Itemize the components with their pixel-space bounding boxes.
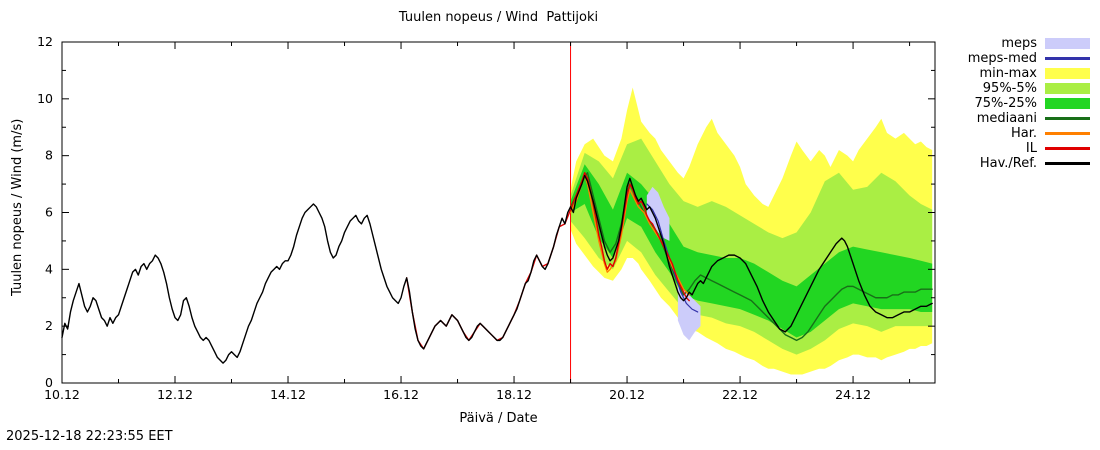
legend-item-75-25-: 75%-25% bbox=[968, 96, 1090, 111]
legend-label: meps bbox=[1001, 36, 1037, 51]
legend-swatch-line bbox=[1045, 147, 1090, 150]
x-tick-label: 24.12 bbox=[835, 387, 871, 402]
y-tick-label: 4 bbox=[45, 261, 53, 276]
chart-title: Tuulen nopeus / Wind Pattijoki bbox=[398, 10, 599, 25]
x-tick-label: 22.12 bbox=[722, 387, 758, 402]
legend-swatch-line bbox=[1045, 117, 1090, 120]
legend-item-meps-med: meps-med bbox=[968, 51, 1090, 66]
band-meps bbox=[646, 186, 670, 241]
legend-item-hav-ref-: Hav./Ref. bbox=[968, 156, 1090, 171]
x-tick-label: 10.12 bbox=[44, 387, 80, 402]
legend-label: min-max bbox=[979, 66, 1037, 81]
y-tick-label: 12 bbox=[37, 34, 53, 49]
x-tick-label: 20.12 bbox=[609, 387, 645, 402]
x-tick-label: 14.12 bbox=[270, 387, 306, 402]
y-tick-label: 10 bbox=[37, 91, 53, 106]
legend-swatch-line bbox=[1045, 132, 1090, 135]
legend-swatch-line bbox=[1045, 57, 1090, 60]
legend-item-min-max: min-max bbox=[968, 66, 1090, 81]
x-tick-label: 16.12 bbox=[383, 387, 419, 402]
y-tick-label: 2 bbox=[45, 318, 53, 333]
legend-item-har-: Har. bbox=[968, 126, 1090, 141]
chart-legend: meps meps-med min-max 95%-5% 75%-25% mediaani… bbox=[968, 36, 1090, 171]
band-75%-25% bbox=[570, 164, 933, 338]
legend-label: Hav./Ref. bbox=[979, 156, 1037, 171]
legend-swatch-band bbox=[1045, 38, 1090, 49]
legend-label: mediaani bbox=[976, 111, 1037, 126]
legend-label: meps-med bbox=[967, 51, 1037, 66]
legend-swatch-band bbox=[1045, 98, 1090, 109]
legend-swatch-line bbox=[1045, 162, 1090, 165]
generation-timestamp: 2025-12-18 22:23:55 EET bbox=[6, 429, 173, 444]
y-tick-label: 0 bbox=[45, 375, 53, 390]
x-tick-label: 18.12 bbox=[496, 387, 532, 402]
legend-label: IL bbox=[1025, 141, 1037, 156]
legend-swatch-band bbox=[1045, 68, 1090, 79]
legend-item-il: IL bbox=[968, 141, 1090, 156]
y-tick-label: 6 bbox=[45, 205, 53, 220]
legend-label: Har. bbox=[1010, 126, 1037, 141]
legend-item-meps: meps bbox=[968, 36, 1090, 51]
x-axis-label: Päivä / Date bbox=[459, 411, 538, 426]
legend-item-mediaani: mediaani bbox=[968, 111, 1090, 126]
legend-item-95-5-: 95%-5% bbox=[968, 81, 1090, 96]
series-line-Hav./Ref. bbox=[61, 174, 933, 364]
x-tick-label: 12.12 bbox=[157, 387, 193, 402]
legend-swatch-band bbox=[1045, 83, 1090, 94]
legend-label: 75%-25% bbox=[974, 96, 1037, 111]
legend-label: 95%-5% bbox=[982, 81, 1037, 96]
y-tick-label: 8 bbox=[45, 148, 53, 163]
y-axis-label: Tuulen nopeus / Wind (m/s) bbox=[10, 118, 25, 296]
